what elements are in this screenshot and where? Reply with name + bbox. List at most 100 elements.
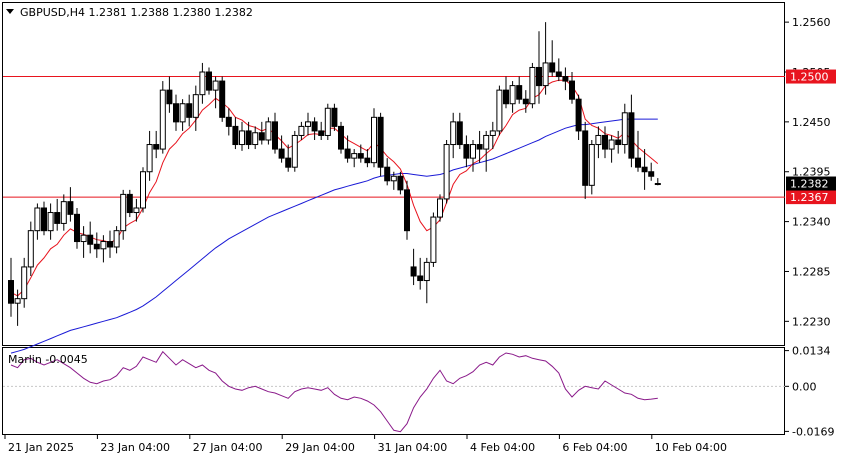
candle <box>503 76 509 109</box>
candle-body <box>14 298 21 304</box>
candle-body <box>173 103 179 123</box>
candle-body <box>239 130 245 146</box>
candle-body <box>621 112 628 146</box>
symbol-header: GBPUSD,H4 1.2381 1.2388 1.2380 1.2382 <box>20 6 253 19</box>
candle-body <box>192 94 199 118</box>
candle <box>186 94 193 127</box>
candle-body <box>450 121 457 146</box>
oscillator-tick-label: -0.0169 <box>792 425 834 438</box>
candle-body <box>476 144 483 150</box>
candle-body <box>582 130 589 186</box>
candle <box>21 257 28 308</box>
candle <box>344 135 351 163</box>
candle <box>54 198 61 231</box>
candle <box>285 144 292 172</box>
candle-body <box>602 134 608 150</box>
candle-body <box>371 116 377 164</box>
candle-body <box>503 89 509 105</box>
candle-body <box>265 121 272 141</box>
candle <box>87 221 94 254</box>
candle-body <box>483 134 490 150</box>
price-tick-label: 1.2560 <box>792 16 831 29</box>
candle <box>93 232 100 258</box>
candle-body <box>437 198 443 218</box>
candle-body <box>641 166 648 173</box>
candle-body <box>384 166 391 182</box>
candle <box>278 135 285 163</box>
candle <box>252 126 259 150</box>
candle-body <box>516 85 523 100</box>
candle <box>179 99 186 131</box>
candle-body <box>377 116 384 168</box>
candle-body <box>133 207 140 214</box>
candle <box>153 130 160 159</box>
candle <box>364 149 371 168</box>
candle <box>305 112 311 136</box>
candle <box>608 135 615 163</box>
candle <box>450 112 457 159</box>
price-tick-label: 1.2395 <box>792 166 831 179</box>
candle-body <box>179 103 186 123</box>
candle <box>74 208 80 249</box>
candle-body <box>351 153 358 159</box>
candle <box>338 121 344 154</box>
candle-body <box>654 183 661 186</box>
candle <box>615 130 622 154</box>
candle-body <box>285 157 292 168</box>
candle-body <box>443 144 450 200</box>
candle <box>120 189 127 240</box>
candle <box>126 189 133 218</box>
candle <box>311 117 318 140</box>
candle-body <box>153 144 160 150</box>
candle <box>522 90 529 113</box>
candle-body <box>338 125 344 150</box>
candle-body <box>529 66 536 105</box>
candle <box>516 76 523 104</box>
price-tick-label: 1.2450 <box>792 116 831 129</box>
candle-body <box>27 230 34 268</box>
collapse-triangle-icon[interactable] <box>6 9 14 14</box>
candle <box>483 130 490 172</box>
candle <box>258 121 265 145</box>
candle-body <box>47 212 54 232</box>
candle-body <box>199 71 206 96</box>
candle-body <box>522 98 529 105</box>
candle-body <box>463 144 470 159</box>
candle-body <box>615 139 622 146</box>
candle <box>140 167 146 213</box>
candle-body <box>575 98 582 132</box>
candle-body <box>397 175 404 191</box>
candle-body <box>324 107 331 136</box>
candle-body <box>126 193 133 214</box>
price-tick-label: 1.2230 <box>792 315 831 328</box>
price-tick-label: 1.2285 <box>792 265 831 278</box>
candle-body <box>311 121 318 132</box>
candle <box>555 58 562 82</box>
price-tag-box <box>786 69 836 84</box>
candle-body <box>648 171 655 177</box>
price-tag-box <box>786 190 836 205</box>
price-tag-label: 1.2367 <box>790 191 829 204</box>
candle <box>166 76 173 113</box>
candle <box>397 171 404 195</box>
candle-body <box>635 157 641 168</box>
ema-slow-line <box>10 118 658 354</box>
candle <box>463 135 470 168</box>
candle-body <box>258 132 265 141</box>
candle <box>265 117 272 145</box>
candle-body <box>186 103 193 118</box>
price-tag-box <box>786 176 836 191</box>
candle <box>562 67 569 91</box>
candle-body <box>212 80 219 91</box>
oscillator-line <box>3 350 785 433</box>
indicator-label: Marlin -0.0045 <box>8 353 88 366</box>
time-tick-label: 6 Feb 04:00 <box>562 441 627 454</box>
price-tag-label: 1.2382 <box>790 178 829 191</box>
candle <box>470 140 476 172</box>
candle <box>291 130 298 172</box>
candle <box>582 121 589 199</box>
time-tick-label: 4 Feb 04:00 <box>470 441 535 454</box>
candle-body <box>54 212 61 224</box>
